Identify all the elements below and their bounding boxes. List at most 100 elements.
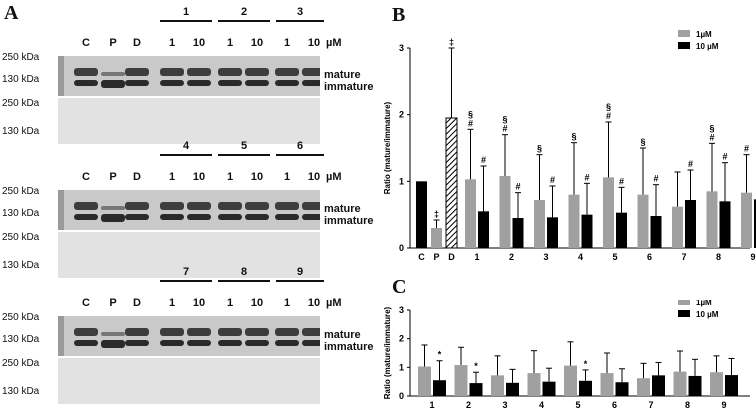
mature-band xyxy=(302,202,320,210)
x-tick-label: 2 xyxy=(509,252,514,262)
mature-band xyxy=(275,68,299,76)
molecular-weight-label: 130 kDa xyxy=(2,126,40,137)
immature-band xyxy=(245,214,269,220)
significance-mark: § xyxy=(640,137,645,147)
mature-band xyxy=(245,202,269,210)
ladder-lane xyxy=(58,316,64,356)
lane-label: 1 xyxy=(283,37,291,49)
mature-band xyxy=(160,68,184,76)
lane-label: 10 xyxy=(307,37,321,49)
mature-band-label: mature xyxy=(324,329,361,341)
y-tick-label: 0 xyxy=(399,243,404,253)
bar-1um xyxy=(672,206,683,248)
immature-band xyxy=(218,340,242,346)
mature-band xyxy=(187,328,211,336)
x-tick-label: 2 xyxy=(466,400,471,410)
bar-10um xyxy=(616,212,627,248)
x-tick-label: 6 xyxy=(647,252,652,262)
y-tick-label: 3 xyxy=(399,305,404,315)
x-tick-label: 9 xyxy=(750,252,755,262)
lane-label: P xyxy=(109,297,117,309)
immature-band xyxy=(302,340,320,346)
immature-band xyxy=(302,214,320,220)
significance-mark: # xyxy=(653,174,658,184)
bar-1um xyxy=(637,194,649,248)
molecular-weight-label: 250 kDa xyxy=(2,186,40,197)
mature-band xyxy=(101,72,125,76)
compound-group-label: 8 xyxy=(240,266,248,278)
significance-mark: # xyxy=(550,175,555,185)
significance-mark: * xyxy=(474,361,478,371)
panel-c-bar-chart: 0 1 2 3 Ratio (mature/immature) * 1 * 2 3 4 * 5 6 7 8 9 1… xyxy=(383,300,750,410)
significance-mark: # xyxy=(481,155,486,165)
x-tick-label: 1 xyxy=(474,252,479,262)
y-axis-label: Ratio (mature/immature) xyxy=(383,101,392,194)
panel-a-letter: A xyxy=(4,2,19,24)
significance-mark: § xyxy=(502,115,507,125)
compound-group-label: 6 xyxy=(296,140,304,152)
immature-band xyxy=(245,80,269,86)
molecular-weight-label: 130 kDa xyxy=(2,260,40,271)
compound-group-line xyxy=(276,20,324,22)
significance-mark: § xyxy=(468,109,473,119)
mature-band-label: mature xyxy=(324,69,361,81)
y-axis-label: Ratio (mature/immature) xyxy=(383,306,392,399)
immature-band xyxy=(275,340,299,346)
x-tick-label: 3 xyxy=(502,400,507,410)
immature-band xyxy=(160,340,184,346)
lane-label: 10 xyxy=(307,171,321,183)
bar-10um xyxy=(506,382,519,396)
mature-band xyxy=(125,68,149,76)
immature-band xyxy=(187,340,211,346)
panel-c-letter: C xyxy=(392,276,407,298)
significance-mark: # xyxy=(515,182,520,192)
lane-label: 10 xyxy=(250,171,264,183)
bar-10um xyxy=(469,383,483,396)
blot-image xyxy=(58,56,320,96)
lane-label: 1 xyxy=(168,171,176,183)
bar-10um xyxy=(615,382,629,396)
lane-label: P xyxy=(109,37,117,49)
x-tick-label: 1 xyxy=(429,400,434,410)
immature-band xyxy=(125,80,149,86)
unit-label: µM xyxy=(326,37,342,49)
lane-label: D xyxy=(133,37,141,49)
immature-band xyxy=(218,214,242,220)
molecular-weight-label: 250 kDa xyxy=(2,358,40,369)
lane-label: 10 xyxy=(250,297,264,309)
immature-band xyxy=(275,80,299,86)
lane-label: D xyxy=(133,171,141,183)
bar-1um xyxy=(499,176,511,248)
unit-label: µM xyxy=(326,297,342,309)
legend-swatch-1um xyxy=(678,30,690,37)
membrane-stain-image xyxy=(58,232,320,278)
lane-label: 1 xyxy=(283,297,291,309)
immature-band-label: immature xyxy=(324,341,374,353)
control-bar-d xyxy=(445,117,458,249)
x-tick-label: P xyxy=(433,252,439,262)
x-tick-label: 9 xyxy=(721,400,726,410)
lane-label: 10 xyxy=(192,37,206,49)
bar-10um xyxy=(650,216,662,248)
immature-band xyxy=(302,80,320,86)
mature-band xyxy=(74,328,98,336)
legend-swatch-10um xyxy=(678,42,690,49)
x-tick-label: 4 xyxy=(539,400,544,410)
x-tick-label: 5 xyxy=(612,252,617,262)
molecular-weight-label: 250 kDa xyxy=(2,312,40,323)
compound-group-line xyxy=(160,154,212,156)
bar-1um xyxy=(637,378,650,396)
molecular-weight-label: 250 kDa xyxy=(2,52,40,63)
mature-band xyxy=(160,328,184,336)
compound-group-line xyxy=(276,154,324,156)
bar-1um xyxy=(564,365,577,396)
bar-1um xyxy=(491,375,504,396)
immature-band xyxy=(101,340,125,348)
significance-mark: ‡ xyxy=(449,37,454,47)
significance-mark: § xyxy=(571,132,576,142)
significance-mark: # xyxy=(584,172,589,182)
x-tick-label: D xyxy=(448,252,455,262)
immature-band xyxy=(187,214,211,220)
mature-band xyxy=(275,202,299,210)
